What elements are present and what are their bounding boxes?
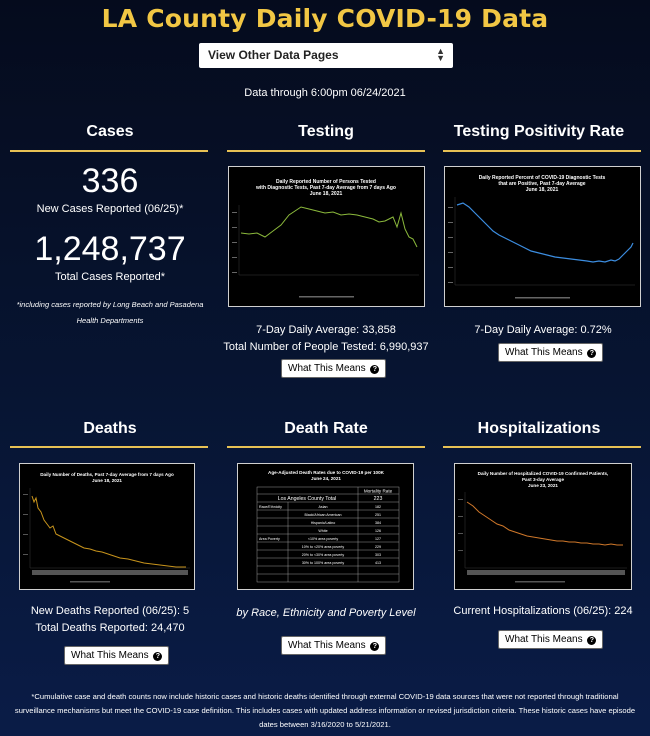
positivity-chart-title-2: that are Positive, Past 7-day Average: [498, 181, 585, 187]
hospitalizations-chart-axes: [464, 492, 627, 569]
question-icon: ?: [587, 349, 597, 358]
select-label: View Other Data Pages: [208, 48, 339, 62]
deaths-new: New Deaths Reported (06/25): 5: [30, 605, 190, 617]
cases-title: Cases: [86, 123, 134, 140]
death-rate-row-label: White: [318, 529, 327, 533]
death-rate-row-value: 303: [375, 553, 381, 557]
positivity-divider: [443, 150, 641, 152]
testing-chart-title-3: June 18, 2021: [310, 191, 343, 197]
death-rate-row-label: 20% to <30% area poverty: [302, 553, 345, 557]
death-rate-divider: [227, 446, 425, 448]
testing-chart-title-2: with Diagnostic Tests, Past 7-day Averag…: [255, 185, 396, 191]
positivity-chart-ticks: [448, 207, 570, 299]
testing-line: [240, 206, 418, 248]
deaths-chart[interactable]: Daily Number of Deaths, Past 7-day Avera…: [19, 463, 195, 590]
question-icon: ?: [370, 642, 380, 651]
deaths-chart-axes: [29, 488, 190, 569]
page-title: LA County Daily COVID-19 Data: [101, 4, 549, 33]
death-rate-row-label: 10% to <20% area poverty: [302, 545, 345, 549]
deaths-line: [31, 495, 186, 568]
testing-title: Testing: [298, 123, 354, 140]
hospitalizations-chart-title-1: Daily Number of Hospitalized COVID-19 Co…: [478, 471, 609, 476]
death-rate-table[interactable]: Age-Adjusted Death Rates due to COVID-19…: [237, 463, 414, 590]
testing-divider: [227, 150, 425, 152]
cases-divider: [10, 150, 208, 152]
death-rate-title: Death Rate: [284, 420, 368, 437]
death-rate-row-label: Black/African American: [305, 513, 342, 517]
deaths-button-label: What This Means: [71, 650, 149, 661]
testing-chart-axes: [238, 205, 419, 276]
death-rate-table-grid: [256, 486, 400, 583]
deaths-chart-ticks: [23, 494, 188, 583]
hospitalizations-title: Hospitalizations: [477, 420, 601, 437]
positivity-chart-title-3: June 18, 2021: [526, 187, 559, 193]
testing-chart-title-1: Daily Reported Number of Persons Tested: [276, 179, 376, 185]
positivity-chart[interactable]: Daily Reported Percent of COVID-19 Diagn…: [444, 166, 641, 307]
positivity-line: [456, 202, 634, 263]
death-rate-table-title-1: Age-Adjusted Death Rates due to COVID-19…: [268, 470, 385, 475]
death-rate-row-label: Hispanic/Latino: [311, 521, 336, 525]
testing-chart[interactable]: Daily Reported Number of Persons Tested …: [228, 166, 425, 307]
testing-what-this-means-button[interactable]: What This Means ?: [281, 359, 387, 378]
footnote: *Cumulative case and death counts now in…: [14, 692, 636, 729]
hospitalizations-chart-title-3: June 23, 2021: [528, 483, 558, 488]
death-rate-row-label: 30% to 100% area poverty: [302, 561, 345, 565]
deaths-divider: [10, 446, 208, 448]
death-rate-row-label: Asian: [319, 505, 328, 509]
total-cases-label: Total Cases Reported*: [54, 271, 166, 283]
death-rate-total-label: Los Angeles County Total: [278, 496, 336, 502]
deaths-title: Deaths: [83, 420, 137, 437]
death-rate-row-value: 229: [375, 545, 381, 549]
deaths-chart-title-1: Daily Number of Deaths, Past 7-day Avera…: [40, 472, 174, 477]
hospitalizations-current: Current Hospitalizations (06/25): 224: [453, 605, 633, 617]
select-arrows-icon: ▲ ▼: [436, 46, 445, 63]
deaths-what-this-means-button[interactable]: What This Means ?: [64, 646, 170, 665]
hospitalizations-chart-title-2: Past 3-day Average: [522, 477, 564, 482]
death-rate-row-value: 127: [375, 537, 381, 541]
death-rate-row-value: 126: [375, 529, 381, 533]
positivity-what-this-means-button[interactable]: What This Means ?: [498, 343, 604, 362]
positivity-chart-title-1: Daily Reported Percent of COVID-19 Diagn…: [479, 175, 606, 181]
positivity-title: Testing Positivity Rate: [453, 123, 625, 140]
hospitalizations-what-this-means-button[interactable]: What This Means ?: [498, 630, 604, 649]
new-cases-value: 336: [81, 162, 139, 200]
hospitalizations-button-label: What This Means: [505, 634, 583, 645]
death-rate-total-value: 223: [374, 496, 383, 502]
death-rate-row-value: 413: [375, 561, 381, 565]
death-rate-row-value: 251: [375, 513, 381, 517]
testing-button-label: What This Means: [288, 363, 366, 374]
question-icon: ?: [370, 365, 380, 374]
new-cases-label: New Cases Reported (06/25)*: [36, 203, 184, 215]
positivity-chart-axes: [454, 197, 635, 286]
death-rate-row-label: <10% area poverty: [308, 537, 338, 541]
death-rate-row-value: 384: [375, 521, 381, 525]
question-icon: ?: [587, 636, 597, 645]
total-cases-value: 1,248,737: [34, 230, 186, 268]
death-rate-button-label: What This Means: [288, 640, 366, 651]
deaths-chart-title-2: June 18, 2021: [92, 478, 122, 483]
hospitalizations-line: [466, 501, 623, 546]
testing-total: Total Number of People Tested: 6,990,937: [223, 341, 429, 353]
question-icon: ?: [153, 652, 163, 661]
death-rate-col-header: Mortality Rate: [364, 489, 393, 494]
death-rate-table-title-2: June 24, 2021: [311, 476, 341, 481]
death-rate-what-this-means-button[interactable]: What This Means ?: [281, 636, 387, 655]
testing-chart-ticks: [232, 212, 354, 298]
testing-average: 7-Day Daily Average: 33,858: [256, 324, 396, 336]
hospitalizations-chart[interactable]: Daily Number of Hospitalized COVID-19 Co…: [454, 463, 632, 590]
cases-note: *including cases reported by Long Beach …: [16, 300, 204, 325]
death-rate-group-poverty: Area Poverty: [259, 537, 280, 541]
hospitalizations-divider: [443, 446, 641, 448]
hospitalizations-chart-ticks: [458, 499, 625, 583]
death-rate-row-value: 182: [375, 505, 381, 509]
positivity-button-label: What This Means: [505, 347, 583, 358]
death-rate-group-race: Race/Ethnicity: [259, 505, 282, 509]
deaths-total: Total Deaths Reported: 24,470: [35, 622, 185, 634]
death-rate-caption: by Race, Ethnicity and Poverty Level: [236, 607, 416, 619]
data-pages-select[interactable]: View Other Data Pages ▲ ▼: [199, 43, 453, 68]
data-through-text: Data through 6:00pm 06/24/2021: [244, 87, 406, 99]
positivity-average: 7-Day Daily Average: 0.72%: [474, 324, 612, 336]
